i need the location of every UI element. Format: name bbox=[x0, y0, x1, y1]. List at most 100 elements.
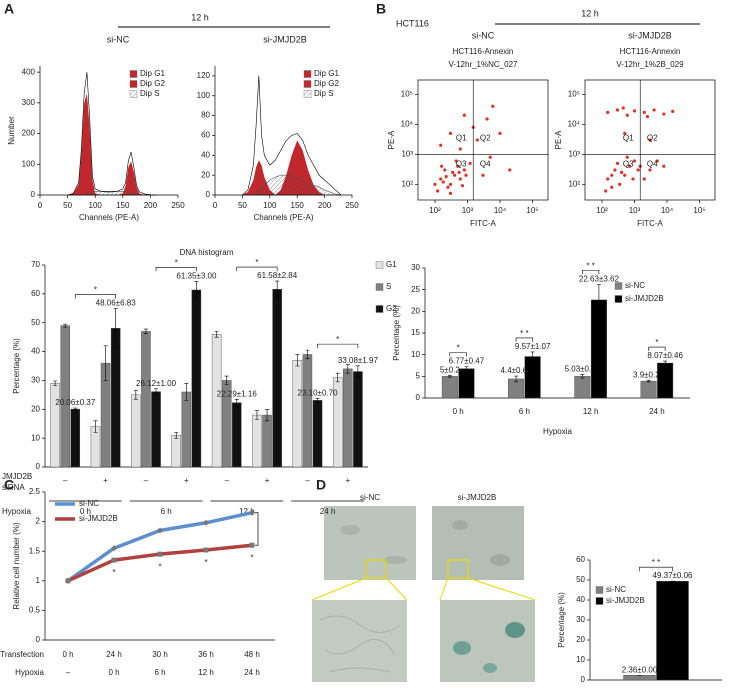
significance-bracket bbox=[74, 294, 116, 299]
marker bbox=[203, 519, 209, 526]
histogram-line bbox=[67, 72, 156, 196]
significance-bracket bbox=[255, 512, 259, 546]
point bbox=[448, 191, 453, 195]
bar bbox=[181, 391, 192, 468]
error-bar bbox=[214, 331, 219, 338]
y-tick-label: 10 bbox=[576, 655, 585, 664]
group-label: 12 h bbox=[239, 507, 255, 516]
y-axis-label: Percentage (%) bbox=[557, 592, 566, 648]
significance-bracket bbox=[155, 267, 197, 272]
bar bbox=[151, 391, 161, 468]
significance-label: * bbox=[158, 562, 161, 571]
point bbox=[655, 159, 659, 163]
legend-label: si-NC bbox=[79, 499, 99, 508]
significance-label: * bbox=[175, 258, 178, 267]
row-label: siRNA bbox=[2, 483, 25, 492]
bar bbox=[441, 376, 458, 399]
texture bbox=[452, 520, 468, 530]
y-tick-label: 0 bbox=[36, 462, 41, 471]
stain bbox=[505, 622, 525, 638]
panel-label: D bbox=[316, 477, 326, 493]
significance-bracket bbox=[648, 346, 666, 352]
legend-label: Dip G1 bbox=[314, 69, 339, 78]
point bbox=[623, 173, 627, 177]
y-tick-label: 20 bbox=[201, 170, 210, 179]
point bbox=[462, 168, 466, 172]
marker bbox=[249, 542, 255, 548]
bar bbox=[232, 402, 242, 468]
value-label: 3.9±0.21 bbox=[633, 370, 665, 379]
bar bbox=[656, 581, 689, 681]
x-tick-label: 0 h bbox=[62, 650, 73, 659]
micrograph bbox=[324, 506, 416, 580]
value-label: 2.36±0.00 bbox=[622, 665, 658, 674]
y-tick-label: 20 bbox=[31, 404, 40, 413]
x-tick-label: 100 bbox=[89, 201, 103, 210]
x-tick-label: 10³ bbox=[462, 206, 474, 215]
error-bar bbox=[596, 283, 601, 316]
point bbox=[625, 113, 629, 117]
marker bbox=[203, 547, 209, 553]
cell-line: HCT116 bbox=[396, 18, 429, 28]
group-label: 24 h bbox=[320, 507, 336, 516]
point bbox=[439, 143, 443, 147]
significance-label: * * bbox=[520, 329, 528, 338]
point bbox=[610, 173, 614, 177]
header: 12 h bbox=[581, 8, 599, 18]
x-tick-label: + bbox=[103, 476, 108, 485]
chart-title: HCT116-Annexin bbox=[453, 47, 514, 56]
y-axis-label: PE-A bbox=[554, 130, 563, 149]
x-tick-label: 50 bbox=[238, 201, 247, 210]
point bbox=[441, 180, 445, 184]
point bbox=[652, 108, 656, 112]
y-tick-label: 10⁴ bbox=[568, 119, 581, 128]
x-tick-label: 200 bbox=[144, 201, 158, 210]
y-axis-label: PE-A bbox=[387, 130, 396, 149]
x-tick-label: 10² bbox=[596, 206, 608, 215]
error-bar bbox=[265, 408, 270, 422]
bar bbox=[657, 362, 674, 399]
x-axis-label: FITC-A bbox=[637, 219, 663, 228]
bar bbox=[302, 354, 313, 468]
row-label: Hypoxia bbox=[2, 507, 31, 516]
x-tick-label: 10⁵ bbox=[526, 206, 538, 215]
point bbox=[435, 189, 440, 193]
error-bar bbox=[154, 388, 159, 395]
y-tick-label: 0 bbox=[206, 190, 211, 199]
y-axis-label: Percentage (%) bbox=[392, 305, 401, 361]
point bbox=[632, 109, 637, 113]
plot-frame bbox=[417, 79, 549, 201]
significance-label: * * bbox=[652, 558, 660, 567]
error-bar bbox=[224, 375, 229, 386]
point bbox=[454, 159, 458, 163]
bar bbox=[110, 328, 121, 468]
y-tick-label: 10⁵ bbox=[568, 89, 580, 98]
chart-title: V-12hr_1%NC_027 bbox=[449, 60, 518, 69]
zoom-line bbox=[385, 577, 408, 601]
x-tick-label: 200 bbox=[318, 201, 332, 210]
marker bbox=[157, 551, 163, 557]
error-bar bbox=[663, 360, 668, 366]
legend-label: G1 bbox=[386, 260, 397, 269]
group-label: si-NC bbox=[107, 34, 130, 44]
point bbox=[498, 131, 502, 135]
marker bbox=[111, 545, 117, 552]
bar bbox=[141, 331, 151, 468]
x-tick-label: – bbox=[224, 476, 229, 485]
group-label: 6 h bbox=[161, 507, 172, 516]
y-tick-label: 10² bbox=[568, 179, 580, 188]
error-bar bbox=[103, 345, 108, 381]
point bbox=[671, 109, 675, 113]
hypoxia-label: 6 h bbox=[154, 668, 165, 677]
plot-frame bbox=[584, 79, 716, 201]
point bbox=[439, 177, 443, 181]
x-axis-label: Channels (PE-A) bbox=[253, 213, 313, 222]
x-axis-label: FITC-A bbox=[470, 219, 496, 228]
y-tick-label: 70 bbox=[31, 260, 40, 269]
y-tick-label: 2.5 bbox=[29, 487, 41, 496]
quadrant-label: Q4 bbox=[480, 159, 491, 168]
bar bbox=[70, 408, 81, 468]
value-label: 23.10±0.70 bbox=[298, 388, 339, 397]
y-tick-label: 10 bbox=[411, 350, 420, 359]
